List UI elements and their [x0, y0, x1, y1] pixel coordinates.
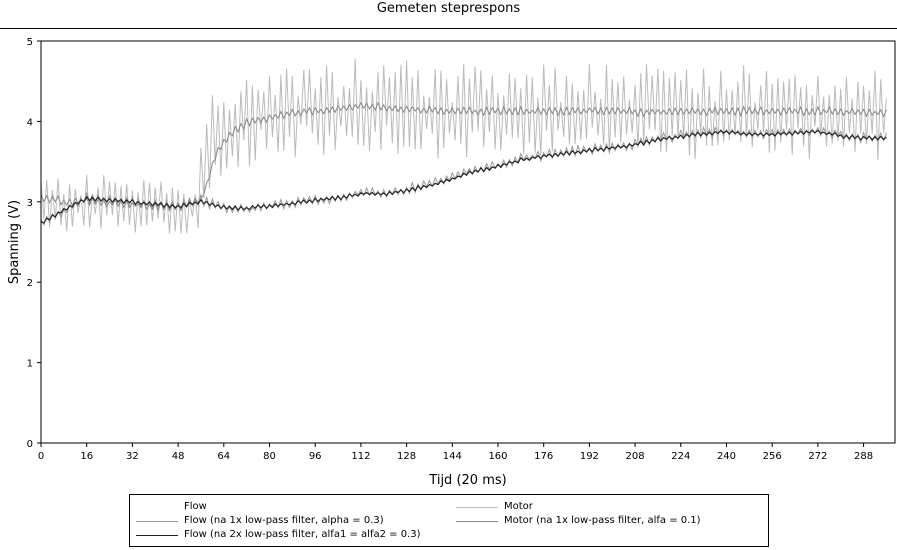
x-tick-label: 208 [626, 451, 645, 462]
chart: Spanning (V) Tijd (20 ms) 0 16 32 48 64 80 96 1… [7, 37, 896, 488]
x-tick-label: 256 [763, 451, 782, 462]
series-line-4 [40, 101, 887, 212]
x-tick-label: 192 [580, 451, 599, 462]
y-tick-label: 1 [27, 359, 33, 370]
plot-series [40, 58, 890, 234]
ticks: 0 16 32 48 64 80 96 112 128 144 160 176 192 208 224 240… [27, 37, 874, 462]
x-tick-label: 224 [671, 451, 690, 462]
x-tick-label: 160 [488, 451, 507, 462]
y-tick-label: 2 [27, 278, 33, 289]
legend-swatch [136, 521, 178, 522]
x-tick-label: 240 [717, 451, 736, 462]
y-tick-label: 3 [27, 198, 33, 209]
window-title: Gemeten steprespons [0, 0, 897, 29]
x-tick-label: 0 [38, 451, 44, 462]
x-tick-label: 32 [126, 451, 139, 462]
series-line-3 [40, 58, 887, 234]
x-tick-label: 64 [217, 451, 230, 462]
legend-swatch [136, 535, 178, 536]
y-tick-label: 5 [27, 37, 33, 48]
legend-swatch [136, 507, 178, 508]
y-axis-label: Spanning (V) [7, 200, 22, 284]
plot-area-border [40, 40, 896, 444]
legend-label: Motor [504, 501, 533, 512]
legend: Flow Flow (na 1x low-pass filter, alpha =… [129, 494, 769, 547]
x-tick-label: 176 [534, 451, 553, 462]
legend-swatch [456, 507, 498, 508]
x-tick-label: 80 [263, 451, 276, 462]
x-tick-label: 144 [443, 451, 462, 462]
plot-frame [40, 40, 896, 444]
legend-label: Flow [184, 501, 207, 512]
x-tick-label: 16 [80, 451, 93, 462]
x-tick-label: 272 [808, 451, 827, 462]
x-tick-label: 128 [397, 451, 416, 462]
y-tick-label: 0 [27, 439, 33, 450]
legend-label: Flow (na 1x low-pass filter, alpha = 0.3… [184, 515, 384, 526]
x-tick-label: 288 [854, 451, 873, 462]
series-line-2 [40, 129, 887, 224]
x-axis-label: Tijd (20 ms) [428, 473, 506, 488]
x-tick-label: 96 [309, 451, 322, 462]
x-tick-label: 48 [172, 451, 185, 462]
legend-label: Flow (na 2x low-pass filter, alfa1 = alf… [184, 529, 421, 540]
legend-label: Motor (na 1x low-pass filter, alfa = 0.1… [504, 515, 701, 526]
y-tick-label: 4 [27, 117, 33, 128]
legend-swatch [456, 521, 498, 522]
x-tick-label: 112 [351, 451, 370, 462]
